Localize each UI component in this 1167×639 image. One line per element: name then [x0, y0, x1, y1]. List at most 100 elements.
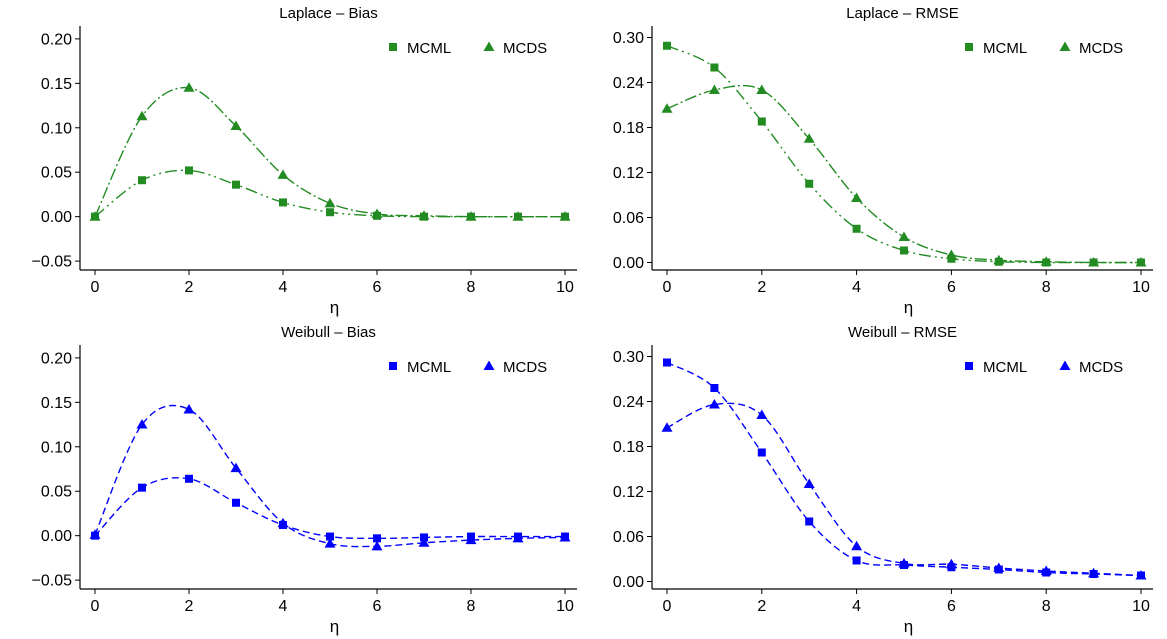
data-point-mcml — [373, 534, 381, 543]
x-tick-label: 6 — [947, 279, 956, 296]
data-point-mcds — [89, 529, 101, 539]
data-point-mcds — [708, 84, 720, 94]
data-point-mcml — [232, 180, 240, 189]
data-point-mcds — [661, 103, 673, 113]
x-tick-label: 2 — [757, 598, 766, 615]
y-tick-label: 0.05 — [41, 165, 72, 182]
x-tick-label: 4 — [279, 598, 288, 615]
series-line-mcds — [94, 404, 566, 548]
legend-marker-mcds — [1059, 360, 1071, 370]
data-point-mcml — [757, 117, 766, 126]
chart-panel-2: Laplace – RMSE 0.00 0.06 0.12 0.18 0.24 0.30 0 2… — [613, 5, 1153, 317]
legend-marker-mcml — [965, 43, 973, 51]
y-tick-label: 0.15 — [41, 395, 72, 412]
data-point-mcds — [1088, 257, 1100, 267]
x-tick-label: 10 — [1132, 279, 1150, 296]
x-tick-label: 10 — [556, 598, 574, 615]
y-tick-label: 0.10 — [41, 120, 72, 137]
y-tick-label: 0.18 — [613, 439, 644, 456]
data-point-mcml — [710, 384, 719, 392]
y-tick-label: 0.06 — [613, 210, 644, 227]
x-tick-label: 4 — [852, 279, 861, 296]
x-tick-label: 4 — [279, 279, 288, 296]
y-tick-label: 0.12 — [613, 484, 644, 501]
data-point-mcml — [900, 246, 908, 255]
data-point-mcds — [418, 537, 430, 547]
data-point-mcml — [232, 498, 240, 507]
data-point-mcml — [138, 483, 146, 492]
y-tick-label: 0.24 — [613, 75, 644, 92]
data-point-mcds — [898, 558, 910, 568]
x-tick-label: 0 — [663, 598, 672, 615]
data-point-mcds — [661, 422, 673, 432]
x-tick-label: 8 — [467, 598, 476, 615]
y-tick-label: 0.10 — [41, 439, 72, 456]
data-point-mcds — [851, 540, 863, 551]
data-point-mcds — [277, 169, 289, 179]
data-point-mcml — [326, 208, 334, 217]
y-tick-label: 0.20 — [41, 31, 72, 48]
legend: MCML MCDS — [965, 359, 1123, 376]
legend: MCML MCDS — [389, 40, 547, 57]
data-point-mcml — [138, 176, 146, 185]
y-tick-label: −0.05 — [32, 573, 73, 590]
data-point-mcds — [559, 531, 571, 542]
data-point-mcds — [230, 462, 242, 473]
data-point-mcds — [803, 133, 815, 143]
x-tick-label: 8 — [1042, 598, 1051, 615]
legend-marker-mcds — [483, 41, 495, 51]
data-point-mcml — [805, 179, 814, 188]
data-point-mcds — [708, 399, 720, 409]
y-tick-label: 0.15 — [41, 76, 72, 93]
data-point-mcml — [757, 448, 766, 457]
x-axis-label: η — [330, 617, 339, 636]
data-point-mcds — [756, 84, 768, 94]
data-point-mcds — [993, 254, 1005, 265]
data-point-mcds — [465, 534, 477, 545]
y-tick-label: 0.06 — [613, 529, 644, 546]
x-tick-label: 10 — [1132, 598, 1150, 615]
legend: MCML MCDS — [965, 40, 1123, 57]
data-point-mcds — [465, 211, 477, 221]
legend-label-mcds: MCDS — [503, 359, 547, 376]
x-tick-label: 2 — [185, 598, 194, 615]
y-tick-label: 0.12 — [613, 165, 644, 182]
chart-title: Laplace – Bias — [279, 5, 377, 22]
y-tick-label: 0.18 — [613, 120, 644, 137]
y-tick-label: 0.00 — [613, 574, 644, 591]
x-tick-label: 0 — [663, 279, 672, 296]
x-tick-label: 6 — [947, 598, 956, 615]
chart-panel-3: Weibull – Bias −0.05 0.00 0.05 0.10 0.15 0.20 0… — [32, 324, 577, 636]
data-point-mcds — [136, 110, 148, 121]
y-tick-label: 0.30 — [613, 30, 644, 47]
data-point-mcds — [512, 532, 524, 543]
series-line-mcml — [94, 477, 565, 540]
data-point-mcds — [183, 82, 195, 92]
legend: MCML MCDS — [389, 359, 547, 376]
legend-marker-mcml — [389, 43, 397, 51]
data-point-mcds — [1088, 567, 1100, 578]
x-axis-label: η — [904, 617, 913, 636]
legend-label-mcml: MCML — [983, 359, 1027, 376]
chart-title: Laplace – RMSE — [846, 5, 959, 22]
y-tick-label: 0.00 — [41, 209, 72, 226]
data-point-mcds — [324, 197, 336, 208]
data-point-mcml — [185, 474, 193, 483]
x-axis-label: η — [330, 298, 339, 317]
y-tick-label: −0.05 — [32, 254, 73, 271]
data-point-mcml — [185, 166, 193, 175]
legend-label-mcds: MCDS — [503, 40, 547, 57]
data-point-mcds — [1040, 565, 1052, 575]
y-tick-label: 0.24 — [613, 394, 644, 411]
x-tick-label: 8 — [467, 279, 476, 296]
x-tick-label: 0 — [91, 279, 100, 296]
x-tick-label: 10 — [556, 279, 574, 296]
chart-panel-4: Weibull – RMSE 0.00 0.06 0.12 0.18 0.24 0.30 0 2… — [613, 324, 1153, 636]
data-point-mcds — [945, 558, 957, 569]
legend-label-mcds: MCDS — [1079, 359, 1123, 376]
data-point-mcml — [805, 517, 814, 526]
y-tick-label: 0.05 — [41, 484, 72, 501]
data-point-mcds — [851, 192, 863, 202]
data-point-mcds — [803, 478, 815, 488]
x-tick-label: 4 — [852, 598, 861, 615]
